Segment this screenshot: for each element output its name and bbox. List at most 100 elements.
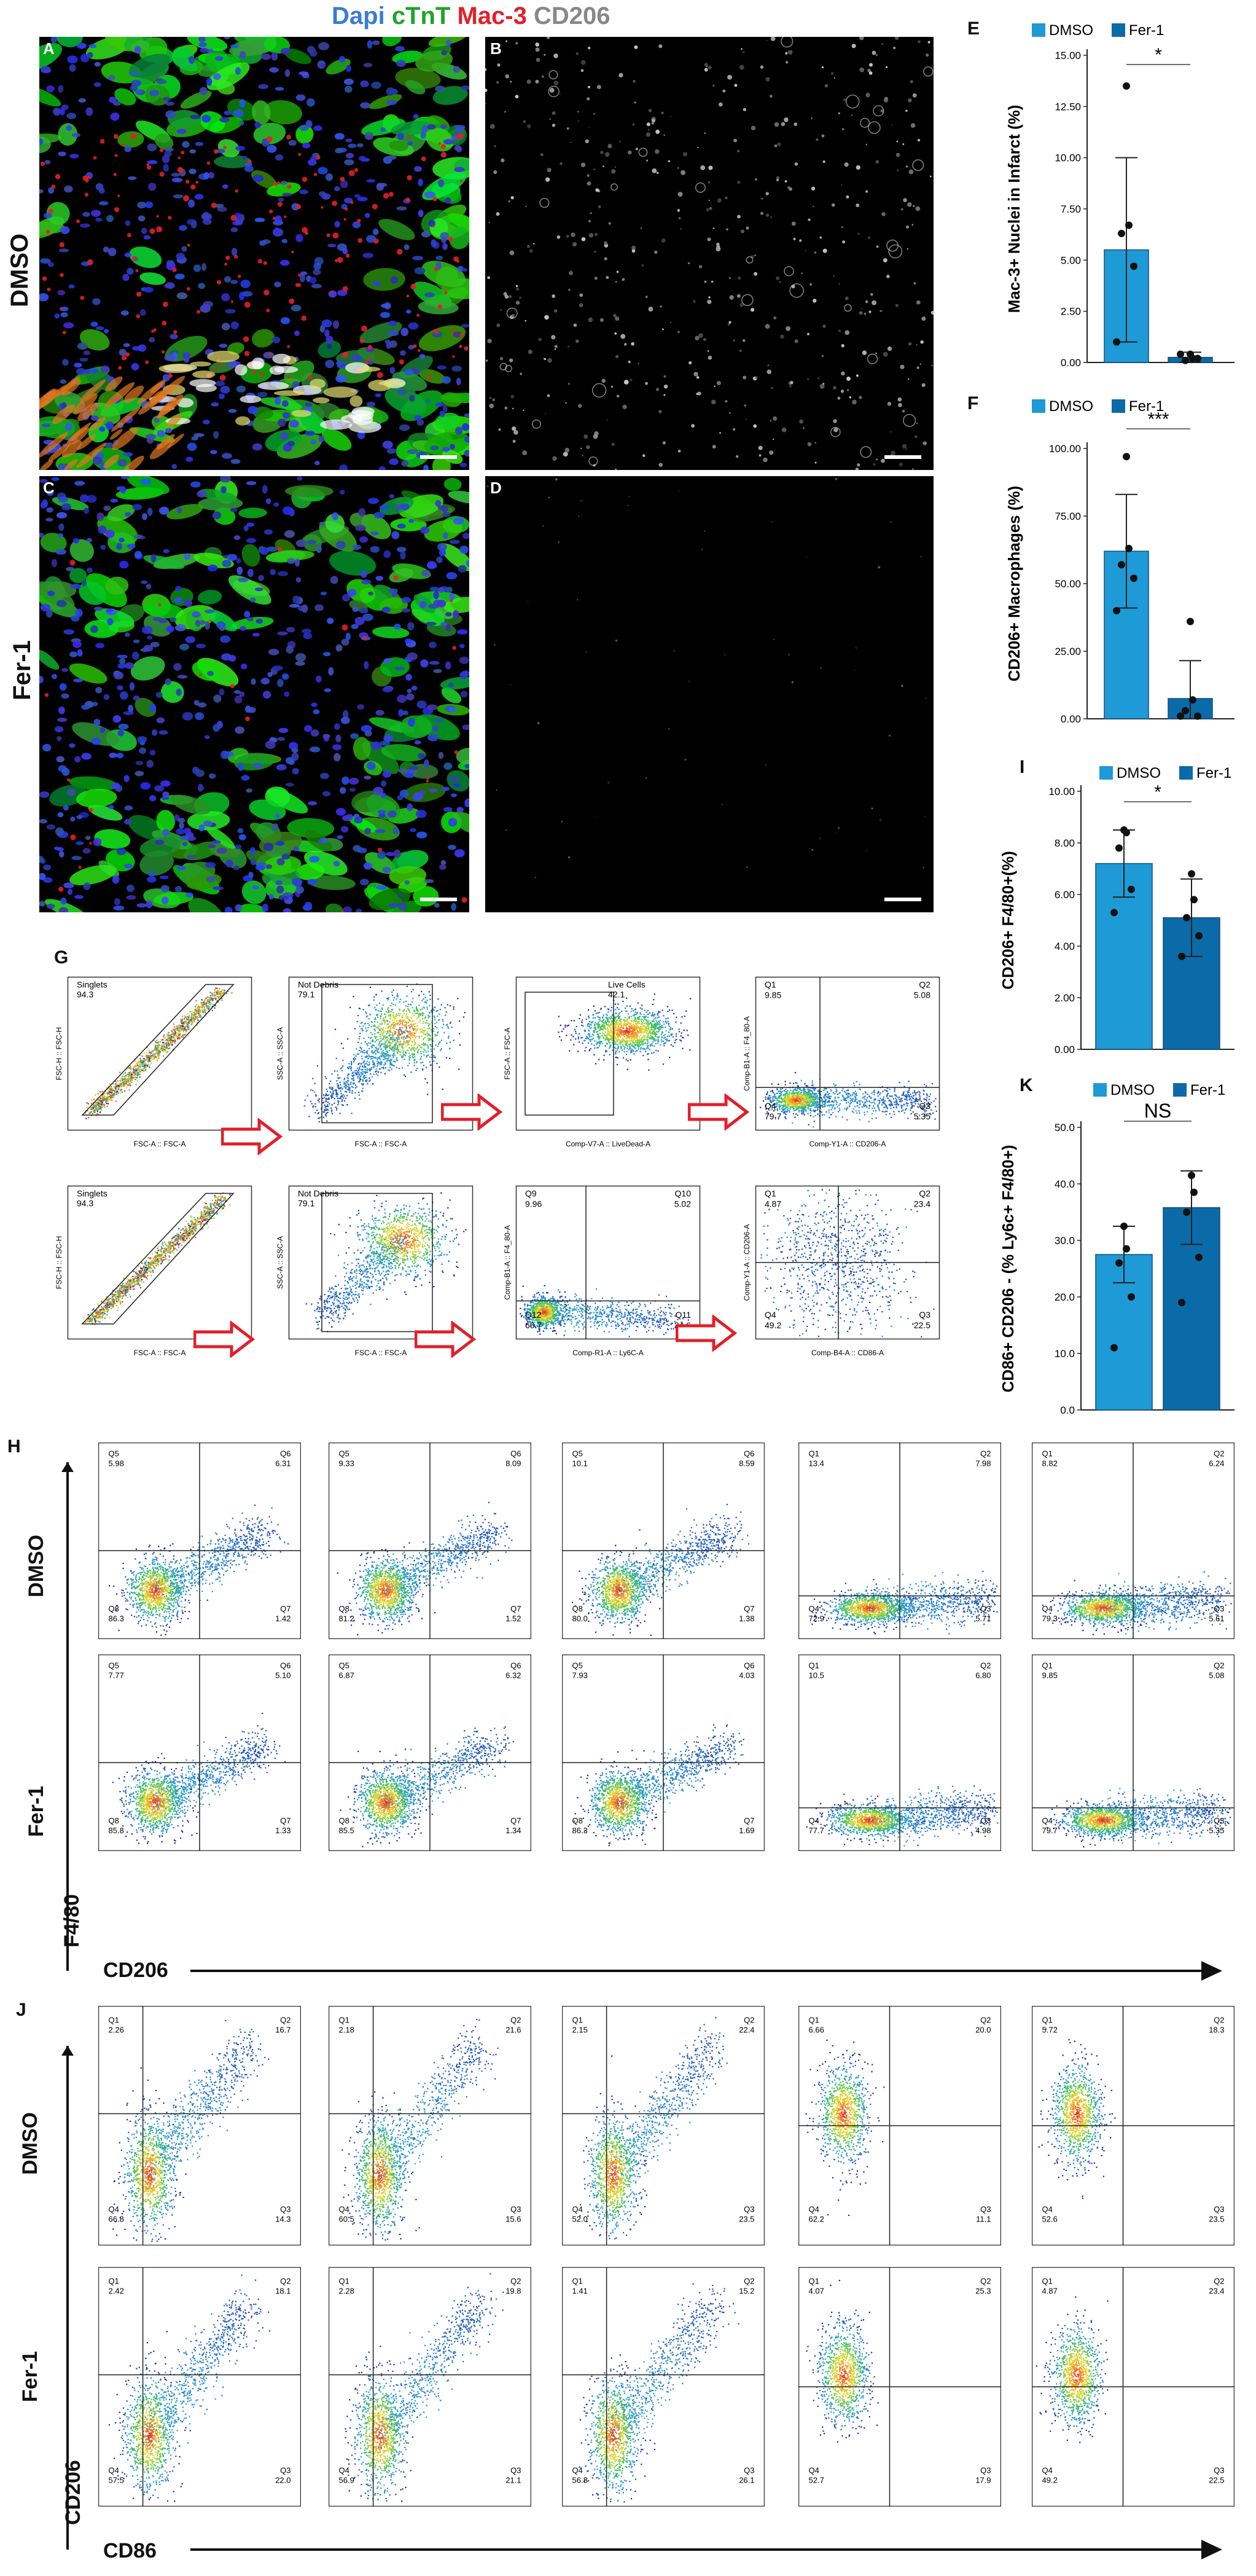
- data-point: [1123, 82, 1130, 90]
- data-point: [1115, 844, 1123, 852]
- quadrant-name: Q1: [765, 980, 776, 990]
- y-tick-label: 10.00: [1055, 152, 1081, 164]
- gating-arrow: [675, 1313, 738, 1355]
- bar-chart-k: CD86+ CD206 - (% Ly6c+ F4/80+) 0.0 10.0 20.…: [999, 1082, 1235, 1416]
- data-point: [1194, 712, 1201, 720]
- data-point: [1125, 544, 1133, 552]
- gate: [525, 992, 614, 1116]
- gating-not-debris: Not Debris 79.1 FSC-A :: FSC-A SSC-A :: SSC…: [276, 1185, 474, 1357]
- y-tick-label: 0.00: [1061, 357, 1081, 369]
- quadrant-name: Q3: [919, 1101, 930, 1111]
- panel-label-g: G: [54, 947, 68, 968]
- gating-live-cells: Live Cells 42.1 Comp-V7-A :: LiveDead-A FSC…: [503, 976, 701, 1148]
- x-axis-arrowhead: [1201, 2540, 1222, 2559]
- gating-arrow: [193, 1320, 255, 1361]
- y-tick-label: 40.0: [1055, 1178, 1075, 1190]
- y-axis-label: CD206+ F4/80+(%): [999, 851, 1017, 989]
- data-point: [1195, 1253, 1203, 1261]
- legend-swatch-fer1: [1179, 766, 1193, 780]
- gating-arrow: [440, 1092, 503, 1133]
- data-point: [1113, 338, 1120, 346]
- legend-swatch-dmso: [1099, 766, 1113, 780]
- micrograph-c: C: [39, 476, 469, 912]
- y-tick-label: 50.00: [1055, 578, 1081, 590]
- quadrant-value: 79.7: [765, 1111, 781, 1121]
- y-tick-label: 10.00: [1048, 786, 1075, 797]
- data-point: [1120, 1223, 1128, 1230]
- y-axis-arrowhead: [61, 2046, 74, 2056]
- plot-y-label: SSC-A :: SSC-A: [276, 1027, 284, 1080]
- events-cloud: [303, 983, 466, 1123]
- gate: [321, 1192, 433, 1333]
- data-point: [1130, 574, 1137, 582]
- gate: [81, 984, 235, 1116]
- legend-label-fer1: Fer-1: [1129, 22, 1164, 39]
- panel-label-d: D: [490, 479, 502, 498]
- quadrant-name: Q2: [919, 1189, 930, 1199]
- data-point: [1182, 356, 1189, 364]
- quadrant-name: Q12: [525, 1310, 542, 1320]
- scale-bar: [420, 898, 457, 901]
- gate-name: Singlets: [77, 1189, 107, 1199]
- bar-chart-f: CD206+ Macrophages (%) 0.00 25.00 50.00 75.0…: [1005, 398, 1235, 725]
- gate-name: Not Debris: [298, 1189, 338, 1199]
- y-tick-label: 30.0: [1055, 1235, 1075, 1247]
- significance-label: *: [1154, 782, 1161, 802]
- plot-x-label: Comp-V7-A :: LiveDead-A: [566, 1140, 650, 1148]
- events-cloud: [760, 1071, 937, 1128]
- gating-arrow: [220, 1117, 283, 1158]
- y-tick-label: 25.00: [1055, 646, 1081, 657]
- legend-swatch-dmso: [1032, 399, 1045, 413]
- quadrant-value: 23.4: [914, 1199, 930, 1209]
- quadrant-value: 5.02: [674, 1199, 691, 1209]
- plot-y-label: FSC-H :: FSC-H: [55, 1236, 63, 1290]
- quadrant-name: Q11: [676, 1310, 692, 1320]
- micrograph-a: A: [39, 37, 469, 470]
- gating-ly6c-f480: Q9 9.96 Q10 5.02 Q11 24.6 Q12 60.7 Comp-R1-A :: …: [503, 1185, 701, 1357]
- plot-x-label: Comp-B4-A :: CD86-A: [811, 1349, 884, 1357]
- events-cloud: [760, 1189, 935, 1338]
- legend-label-fer1: Fer-1: [1196, 765, 1231, 781]
- data-point: [1183, 914, 1190, 922]
- j-axis-arrows: [61, 2046, 1222, 2559]
- gate-name: Singlets: [77, 980, 107, 990]
- data-point: [1125, 221, 1133, 229]
- events-cloud: [82, 1192, 231, 1326]
- plot-y-label: Comp-Y1-A :: CD206-A: [743, 1224, 751, 1301]
- quadrant-name: Q2: [919, 980, 930, 990]
- data-point: [1190, 896, 1198, 904]
- legend-swatch-dmso: [1093, 1083, 1107, 1097]
- plot-x-label: FSC-A :: FSC-A: [355, 1349, 407, 1357]
- legend-swatch-fer1: [1112, 399, 1125, 413]
- legend-label-dmso: DMSO: [1049, 22, 1093, 39]
- legend-label-dmso: DMSO: [1117, 765, 1161, 781]
- panel-label-a: A: [43, 39, 55, 58]
- events-cloud: [520, 1285, 689, 1337]
- quadrant-value: 9.85: [765, 990, 781, 1000]
- gating-f480-cd206: Q1 9.85 Q2 5.08 Q3 5.35 Q4 79.7 Comp-Y1-A :: CD2…: [743, 976, 940, 1148]
- plot-frame: [288, 976, 474, 1131]
- y-axis-label: Mac-3+ Nuclei in Infarct (%): [1005, 105, 1023, 313]
- gating-singlets: Singlets 94.3 FSC-A :: FSC-A FSC-H :: FSC-H: [55, 1185, 252, 1357]
- y-tick-label: 0.00: [1061, 713, 1081, 725]
- gating-not-debris: Not Debris 79.1 FSC-A :: FSC-A SSC-A :: SSC…: [276, 976, 474, 1148]
- plot-y-label: SSC-A :: SSC-A: [276, 1236, 284, 1289]
- y-tick-label: 7.50: [1061, 203, 1081, 215]
- plot-y-label: FSC-A :: FSC-A: [503, 1028, 512, 1080]
- plot-frame: [288, 1185, 474, 1340]
- quadrant-name: Q4: [765, 1101, 776, 1111]
- data-point: [1177, 350, 1184, 358]
- y-tick-label: 5.00: [1061, 254, 1081, 266]
- y-tick-label: 0.00: [1055, 1044, 1075, 1055]
- row-label-fer1: Fer-1: [9, 640, 36, 700]
- significance-label: ***: [1147, 409, 1169, 429]
- gate: [321, 984, 433, 1124]
- data-point: [1118, 230, 1125, 237]
- data-point: [1113, 607, 1120, 614]
- plot-frame: [67, 1185, 252, 1340]
- data-point: [1178, 952, 1185, 960]
- y-tick-label: 4.00: [1055, 941, 1075, 952]
- quadrant-value: 60.7: [525, 1320, 542, 1330]
- gate: [81, 1192, 235, 1325]
- micrograph-d: D: [485, 476, 934, 912]
